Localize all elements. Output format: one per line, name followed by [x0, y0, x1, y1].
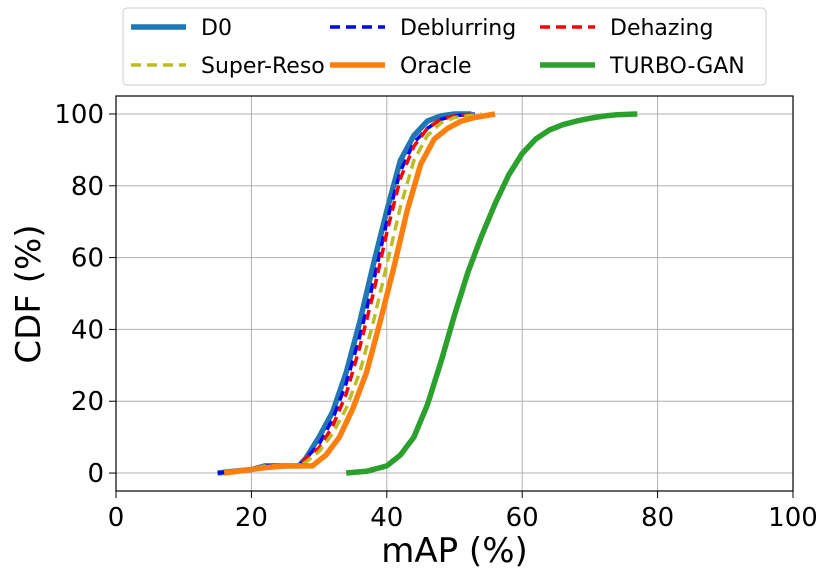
legend-label: Deblurring — [400, 16, 516, 41]
legend-label: Dehazing — [610, 16, 713, 41]
series-line-oracle — [223, 111, 496, 476]
legend-label: TURBO-GAN — [609, 54, 745, 79]
x-tick-label: 80 — [641, 503, 674, 533]
grid-lines — [115, 96, 794, 491]
series-line-turbo-gan — [345, 111, 638, 476]
y-tick-label: 20 — [71, 387, 104, 417]
legend-label: Oracle — [400, 54, 472, 79]
legend-label: Super-Reso — [201, 54, 325, 79]
y-axis-ticks: 0 20 40 60 80 100 — [54, 100, 116, 489]
x-tick-label: 60 — [506, 503, 539, 533]
plot-frame — [115, 95, 794, 492]
x-tick-label: 0 — [108, 503, 125, 533]
y-tick-label: 40 — [71, 315, 104, 345]
y-tick-label: 60 — [71, 244, 104, 274]
y-tick-label: 100 — [54, 100, 104, 130]
y-tick-label: 80 — [71, 172, 104, 202]
series-line-super-reso — [224, 112, 482, 475]
y-tick-label: 0 — [87, 459, 104, 489]
y-axis-title: CDF (%) — [9, 224, 49, 363]
x-axis-ticks: 0 20 40 60 80 100 — [108, 491, 818, 533]
x-axis-title: mAP (%) — [381, 531, 528, 571]
x-tick-label: 40 — [370, 503, 403, 533]
legend-label: D0 — [201, 16, 232, 41]
x-tick-label: 20 — [235, 503, 268, 533]
x-tick-label: 100 — [768, 503, 818, 533]
legend-box — [122, 7, 767, 86]
series-lines — [217, 111, 638, 476]
series-line-d0 — [217, 111, 472, 476]
legend: D0 Deblurring Dehazing Super-Reso Oracle TURB… — [122, 7, 767, 86]
